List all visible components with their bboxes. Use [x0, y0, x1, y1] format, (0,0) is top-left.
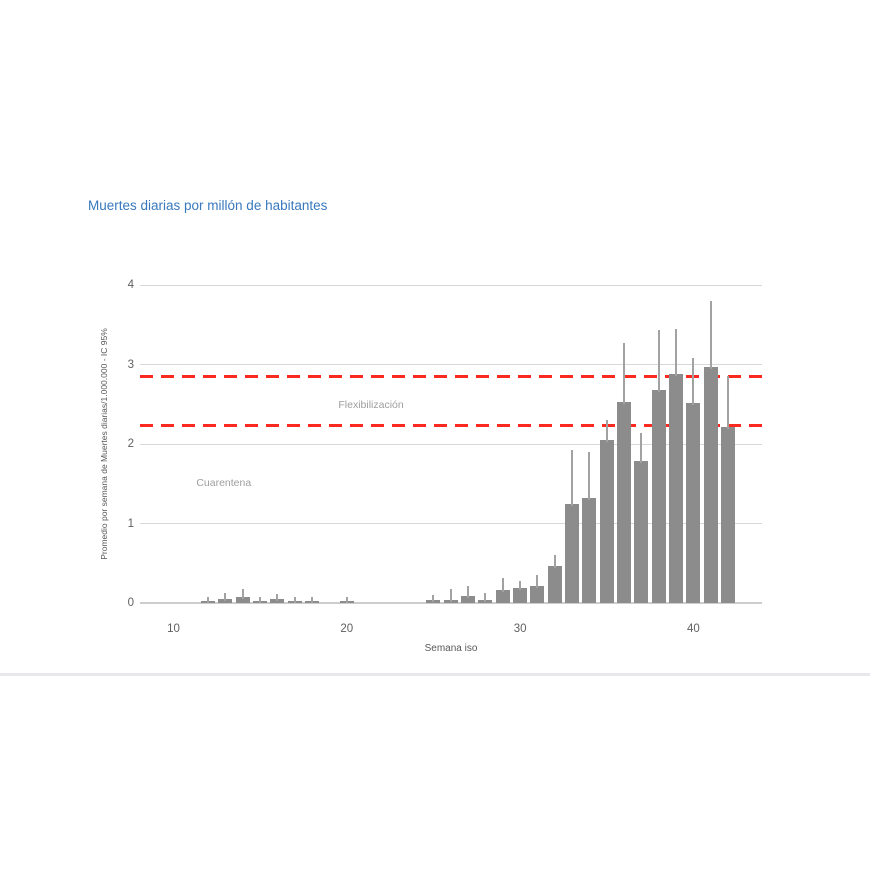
reference-line	[140, 424, 762, 428]
error-bar	[553, 554, 556, 569]
error-bar	[207, 596, 210, 603]
error-bar	[571, 450, 574, 506]
error-bar	[241, 589, 244, 600]
error-bar	[501, 578, 504, 593]
x-tick-label: 30	[513, 623, 527, 635]
error-bar	[588, 451, 591, 501]
error-bar	[484, 593, 487, 602]
error-bar	[623, 343, 626, 404]
y-axis-label: Promedio por semana de Muertes diarias/1…	[99, 328, 109, 560]
chart-title: Muertes diarias por millón de habitantes	[88, 198, 328, 213]
error-bar	[727, 376, 730, 429]
error-bar	[657, 330, 660, 392]
error-bar	[311, 597, 314, 603]
error-bar	[692, 358, 695, 405]
error-bar	[276, 594, 279, 602]
bar	[235, 597, 250, 603]
reference-line	[140, 374, 762, 378]
y-tick-label: 0	[127, 597, 134, 609]
bar	[669, 374, 684, 603]
bar	[703, 366, 718, 603]
error-bar	[519, 580, 522, 590]
x-tick-label: 20	[340, 623, 354, 635]
error-bar	[709, 300, 712, 369]
gridline	[140, 284, 762, 286]
error-bar	[675, 328, 678, 377]
gridline	[140, 602, 762, 604]
bar	[582, 498, 597, 603]
error-bar	[224, 593, 227, 602]
error-bar	[605, 420, 608, 443]
bar	[495, 590, 510, 603]
bar	[721, 426, 736, 603]
error-bar	[432, 595, 435, 602]
bar	[617, 401, 632, 603]
bar	[686, 402, 701, 603]
y-tick-label: 4	[127, 279, 134, 291]
error-bar	[467, 586, 470, 598]
error-bar	[345, 597, 348, 603]
annotation-cuarentena: Cuarentena	[196, 476, 252, 489]
error-bar	[640, 432, 643, 463]
x-axis-label: Semana iso	[424, 643, 478, 654]
error-bar	[259, 596, 262, 603]
bar	[651, 389, 666, 603]
annotation-flexibilizacin: Flexibilización	[338, 399, 404, 412]
y-tick-label: 3	[127, 358, 134, 371]
x-tick-label: 10	[167, 623, 180, 635]
error-bar	[536, 575, 539, 589]
bar	[547, 566, 562, 603]
bar	[513, 587, 528, 603]
bar	[599, 440, 614, 603]
bar	[565, 503, 580, 603]
bar	[461, 595, 476, 603]
bar	[530, 586, 545, 603]
y-tick-label: 2	[127, 438, 134, 450]
x-tick-label: 40	[686, 623, 700, 635]
gridline	[140, 364, 762, 365]
y-tick-label: 1	[127, 517, 134, 530]
error-bar	[293, 596, 296, 603]
separator-line	[0, 673, 870, 676]
gridline	[140, 443, 762, 445]
gridline	[140, 523, 762, 524]
bar	[634, 460, 649, 603]
error-bar	[449, 588, 452, 602]
